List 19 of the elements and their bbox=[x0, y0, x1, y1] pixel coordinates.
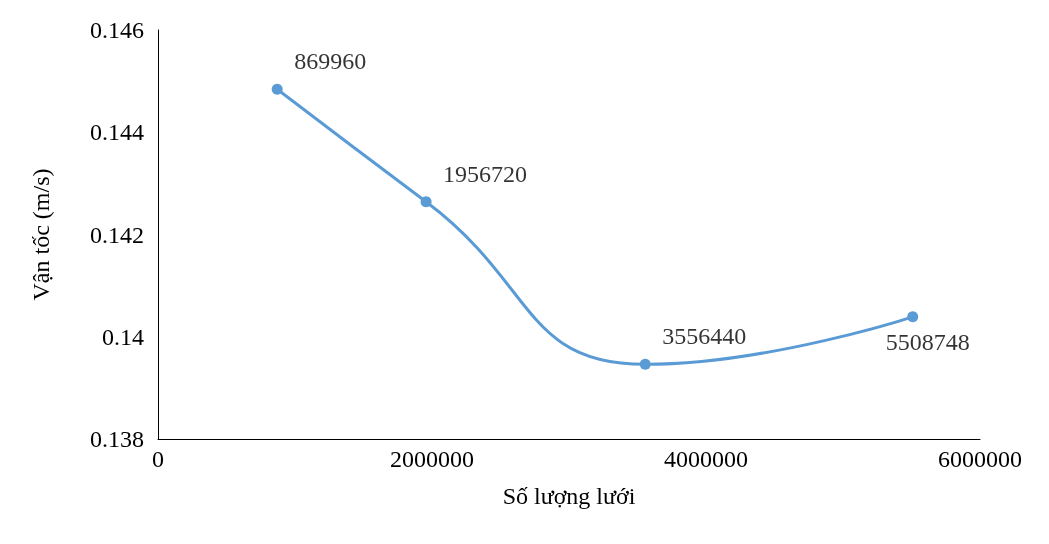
y-tick-label: 0.14 bbox=[102, 323, 144, 350]
point bbox=[420, 196, 432, 208]
x-tick-label: 4000000 bbox=[664, 446, 748, 472]
y-tick-label: 0.138 bbox=[90, 426, 144, 452]
point bbox=[907, 311, 919, 323]
annotation: 1956720 bbox=[443, 160, 528, 187]
x-axis-title: Số lượng lưới bbox=[502, 483, 636, 509]
y-tick-label: 0.142 bbox=[90, 221, 144, 248]
annotation: 869960 bbox=[294, 48, 367, 75]
y-tick-label: 0.144 bbox=[90, 119, 144, 146]
point bbox=[271, 83, 283, 95]
annotation: 5508748 bbox=[885, 328, 970, 355]
x-tick-label: 6000000 bbox=[938, 446, 1022, 472]
point bbox=[639, 358, 651, 370]
y-tick-label: 0.146 bbox=[90, 17, 144, 43]
annotation: 3556440 bbox=[662, 323, 747, 350]
x-tick-label: 0 bbox=[152, 446, 164, 472]
y-axis-title: Vận tốc (m/s) bbox=[28, 168, 54, 301]
x-tick-label: 2000000 bbox=[390, 446, 474, 472]
